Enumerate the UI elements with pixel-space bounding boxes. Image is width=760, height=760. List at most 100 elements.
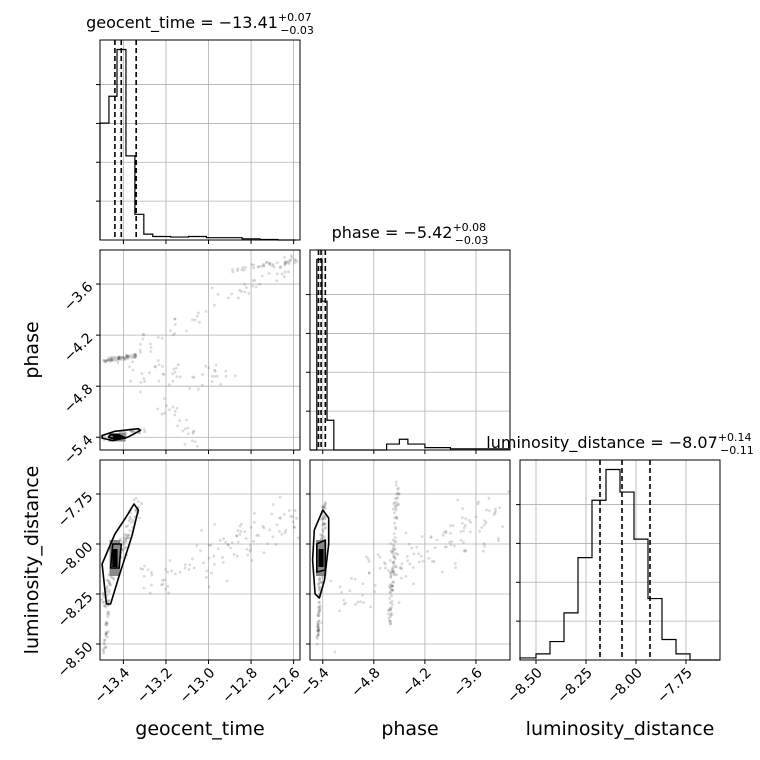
x-tick-label-luminosity_distance-0: −8.50 <box>504 665 546 707</box>
sample-point <box>435 538 439 542</box>
sample-point <box>173 317 177 321</box>
sample-point <box>295 516 298 520</box>
sample-point <box>316 632 320 636</box>
sample-point <box>112 356 116 359</box>
sample-point <box>386 569 390 572</box>
sample-point <box>432 559 436 563</box>
sample-point <box>231 270 235 274</box>
sample-point <box>161 365 164 368</box>
sample-point <box>160 412 164 416</box>
sample-point <box>117 356 121 360</box>
sample-point <box>315 642 319 646</box>
sample-point <box>134 496 138 500</box>
sample-point <box>213 375 217 378</box>
sample-point <box>161 372 165 376</box>
sample-point <box>392 532 396 536</box>
sample-point <box>268 261 272 265</box>
sample-point <box>390 584 394 588</box>
sample-point <box>107 598 111 602</box>
sample-point <box>156 359 160 362</box>
sample-point <box>420 554 423 558</box>
sample-point <box>123 356 127 360</box>
sample-point <box>221 561 225 564</box>
sample-point <box>450 540 454 543</box>
sample-point <box>136 500 140 503</box>
sample-point <box>176 424 179 428</box>
sample-point <box>393 496 397 500</box>
sample-point <box>207 556 211 560</box>
sample-point <box>251 284 255 288</box>
sample-point <box>323 504 327 507</box>
sample-point <box>149 350 153 353</box>
sample-point <box>367 571 371 575</box>
sample-point <box>118 357 121 361</box>
sample-point <box>221 555 224 559</box>
sample-point <box>119 355 122 359</box>
sample-point <box>142 377 146 380</box>
sample-point <box>365 555 368 559</box>
sample-point <box>244 537 248 540</box>
sample-point <box>192 376 196 380</box>
sample-point <box>243 530 247 534</box>
sample-point <box>257 534 260 537</box>
sample-point <box>317 600 321 604</box>
sample-point <box>391 588 395 592</box>
sample-point <box>318 604 322 607</box>
sample-point <box>393 547 397 551</box>
sample-point <box>164 587 168 591</box>
sample-point <box>392 554 396 558</box>
sample-point <box>112 356 116 360</box>
sample-point <box>343 601 347 605</box>
sample-point <box>278 266 282 270</box>
sample-point <box>104 634 108 638</box>
sample-point <box>133 353 137 357</box>
sample-point <box>392 570 395 574</box>
sample-point <box>342 602 346 606</box>
sample-point <box>106 358 110 362</box>
sample-point <box>173 323 177 326</box>
sample-point <box>116 355 120 359</box>
sample-point <box>290 256 294 260</box>
sample-point <box>317 606 320 609</box>
sample-point <box>389 574 393 578</box>
sample-point <box>210 571 213 575</box>
sample-point <box>293 509 297 513</box>
sample-point <box>130 521 133 524</box>
sample-point <box>394 504 398 507</box>
sample-point <box>323 527 327 530</box>
sample-point <box>213 368 217 372</box>
sample-point <box>348 589 352 593</box>
sample-point <box>103 360 107 364</box>
sample-point <box>320 581 324 584</box>
sample-point <box>262 526 266 530</box>
sample-point <box>320 533 324 537</box>
x-tick-label-geocent_time-1: −13.2 <box>134 665 176 707</box>
sample-point <box>389 620 392 623</box>
sample-point <box>367 571 371 575</box>
scatter-panel-geocent_time-vs-luminosity_distance <box>96 459 301 664</box>
sample-point <box>230 541 234 545</box>
sample-point <box>187 568 191 571</box>
sample-point <box>404 531 408 535</box>
sample-point <box>110 358 113 362</box>
sample-point <box>173 413 177 417</box>
sample-point <box>270 264 274 268</box>
sample-point <box>316 623 320 626</box>
sample-point <box>287 270 291 274</box>
sample-point <box>121 355 125 359</box>
sample-point <box>142 574 146 578</box>
sample-point <box>188 387 191 390</box>
x-tick-label-phase-3: −3.6 <box>451 665 486 700</box>
sample-point <box>449 524 453 528</box>
sample-point <box>104 621 108 624</box>
sample-point <box>396 488 400 491</box>
sample-point <box>317 620 321 623</box>
sample-point <box>107 610 110 614</box>
sample-point <box>251 279 255 283</box>
sample-point <box>216 293 220 296</box>
sample-point <box>142 427 146 431</box>
sample-point <box>252 266 256 270</box>
sample-point <box>128 365 131 369</box>
sample-point <box>317 627 321 630</box>
sample-point <box>139 381 143 384</box>
